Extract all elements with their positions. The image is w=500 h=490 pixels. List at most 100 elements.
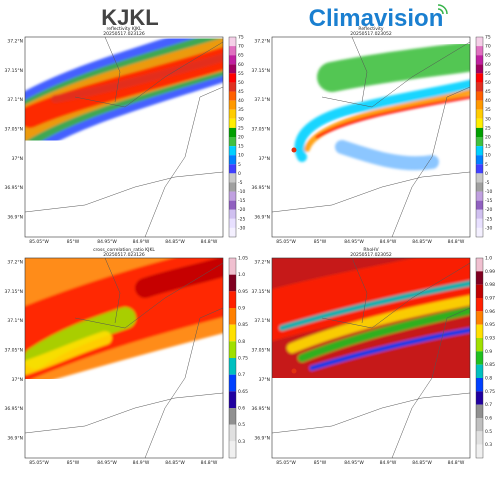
header-left: KJKL — [101, 5, 158, 30]
echo — [25, 307, 136, 369]
road — [74, 262, 223, 329]
colorbar-segment — [229, 46, 236, 56]
colorbar-label: 0.99 — [485, 269, 495, 275]
y-tick-label: 37.15°N — [252, 289, 271, 295]
colorbar-segment — [476, 191, 483, 201]
echo — [25, 331, 112, 375]
echo — [335, 140, 439, 171]
colorbar-label: 55 — [238, 71, 244, 77]
x-tick-label: 84.8°W — [201, 460, 218, 466]
panel-time: 20250517.023052 — [350, 31, 392, 37]
panel-title: reflectivity KJKL — [106, 26, 142, 32]
roads — [272, 258, 470, 458]
colorbar-segment — [476, 391, 483, 405]
colorbar-label: -10 — [238, 189, 245, 195]
road — [351, 37, 368, 103]
colorbar-label: -20 — [238, 207, 245, 213]
colorbar-label: 0.96 — [485, 309, 495, 315]
colorbar-segment — [229, 341, 236, 358]
colorbar-segment — [476, 127, 483, 137]
colorbar-segment — [476, 324, 483, 338]
colorbar-label: 0.8 — [485, 376, 492, 382]
y-tick-label: 36.9°N — [7, 436, 23, 442]
colorbar-label: 20 — [485, 135, 491, 141]
y-tick-label: 37.15°N — [252, 68, 271, 74]
x-tick-label: 85.05°W — [276, 239, 296, 245]
y-tick-label: 37°N — [12, 377, 23, 383]
colorbar-segment — [229, 109, 236, 119]
colorbar-frame — [475, 257, 484, 459]
road — [144, 86, 223, 237]
roads — [272, 37, 470, 237]
echo — [309, 327, 470, 371]
colorbar-segment — [476, 311, 483, 325]
y-tick-label: 37.1°N — [7, 318, 23, 324]
radar-image — [25, 37, 223, 161]
x-tick-label: 84.95°W — [344, 460, 364, 466]
colorbar-label: 0 — [238, 171, 241, 177]
colorbar-label: 65 — [238, 53, 244, 59]
colorbar-frame — [475, 36, 484, 238]
colorbar-segment — [229, 55, 236, 65]
colorbar-label: 55 — [485, 71, 491, 77]
x-tick-label: 85°W — [314, 460, 327, 466]
colorbar-segment — [229, 424, 236, 442]
colorbar-label: -25 — [238, 216, 245, 222]
road — [104, 37, 121, 103]
echo — [287, 295, 470, 353]
x-tick-label: 84.8°W — [448, 239, 465, 245]
x-tick-label: 84.9°W — [380, 239, 397, 245]
colorbar-label: 0.5 — [485, 429, 492, 435]
colorbar-segment — [229, 218, 236, 228]
colorbar-label: 0.98 — [485, 282, 495, 288]
panel-time: 20250517.023126 — [103, 31, 145, 37]
colorbar-segment — [229, 274, 236, 292]
road — [25, 171, 223, 213]
echo — [135, 258, 223, 298]
wifi-icon — [437, 4, 448, 15]
x-tick-label: 85°W — [314, 239, 327, 245]
colorbar-label: 0.3 — [238, 439, 245, 445]
colorbar-segment — [476, 404, 483, 418]
y-tick-label: 37.2°N — [7, 260, 23, 266]
roads — [25, 258, 223, 458]
colorbar-segment — [229, 100, 236, 110]
colorbar-label: 0.9 — [238, 306, 245, 312]
colorbar-label: -30 — [485, 225, 492, 231]
colorbar-segment — [229, 291, 236, 308]
colorbar-label: 0.7 — [485, 402, 492, 408]
colorbar-segment — [476, 431, 483, 445]
colorbar-segment — [476, 284, 483, 298]
colorbar-label: 50 — [238, 80, 244, 86]
colorbar-label: 0.6 — [485, 416, 492, 422]
x-tick-label: 85.05°W — [276, 460, 296, 466]
colorbar-label: 0.93 — [485, 336, 495, 342]
colorbar-label: 0.9 — [485, 349, 492, 355]
colorbar-segment — [229, 258, 236, 275]
colorbar-frame — [228, 36, 237, 238]
y-tick-label: 36.95°N — [5, 406, 24, 412]
road — [144, 307, 223, 458]
y-tick-label: 37.2°N — [7, 39, 23, 45]
colorbar-segment — [476, 137, 483, 147]
y-tick-label: 37.05°N — [5, 127, 24, 133]
y-tick-label: 37°N — [259, 377, 270, 383]
x-tick-label: 84.85°W — [412, 460, 432, 466]
road — [351, 258, 368, 324]
colorbar-segment — [229, 127, 236, 137]
road — [321, 41, 470, 108]
colorbar-label: 0.97 — [485, 296, 495, 302]
colorbar-label: 60 — [238, 62, 244, 68]
road — [272, 171, 470, 213]
colorbar-label: 0.85 — [485, 362, 495, 368]
echo — [315, 95, 470, 139]
x-tick-label: 84.8°W — [201, 239, 218, 245]
colorbar-label: 5 — [238, 162, 241, 168]
colorbar-segment — [476, 91, 483, 101]
colorbar-segment — [476, 227, 483, 237]
x-tick-label: 84.95°W — [97, 460, 117, 466]
colorbar-segment — [476, 182, 483, 192]
x-tick-label: 84.95°W — [97, 239, 117, 245]
